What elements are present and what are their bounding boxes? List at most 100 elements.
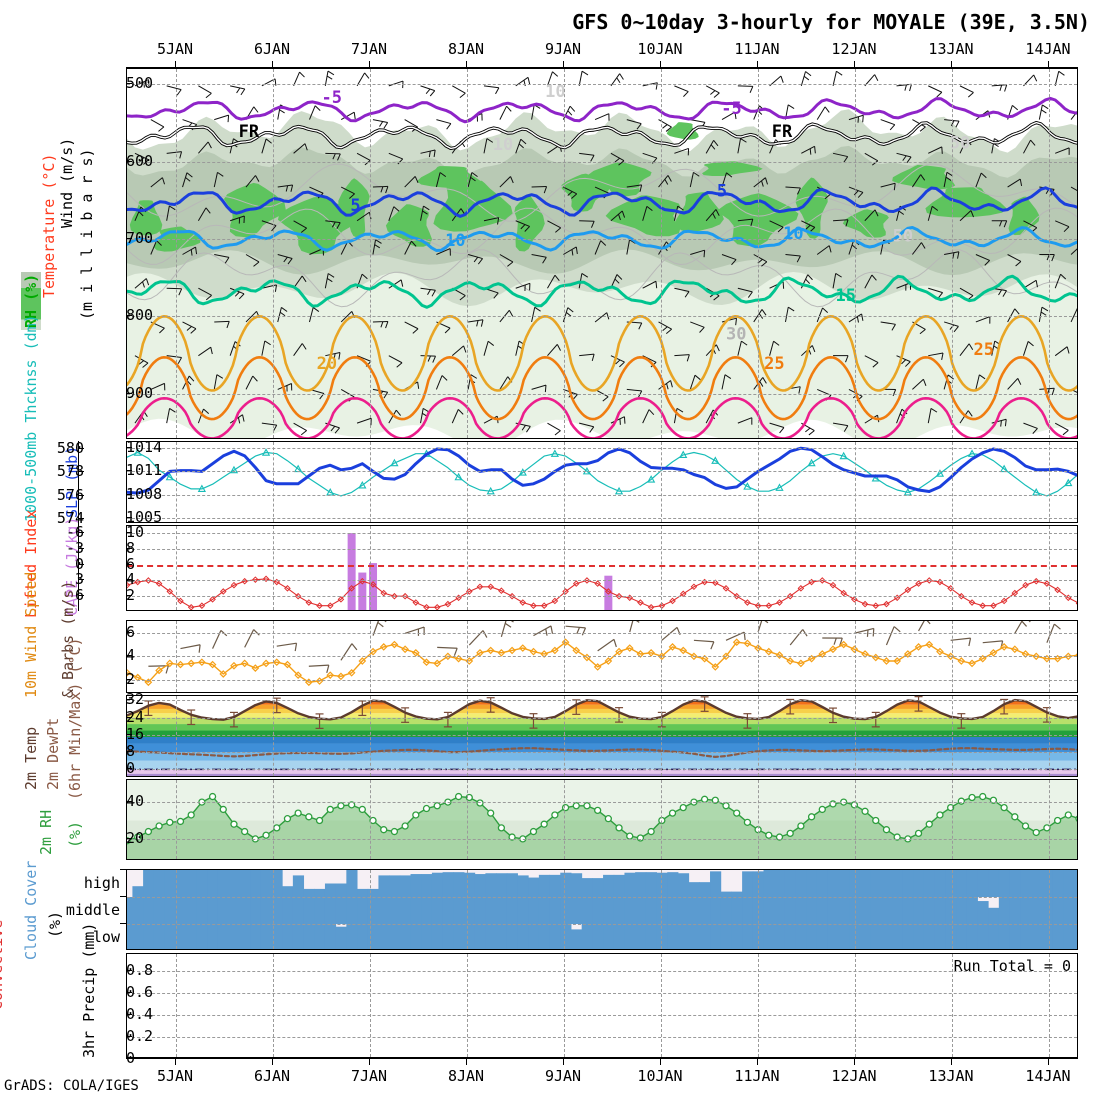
gridline-vertical — [370, 780, 371, 859]
axis-label-precip-convective: Convective — [0, 919, 6, 1010]
date-tick — [175, 61, 176, 68]
panel-2m-temp-dewpt[interactable] — [126, 695, 1078, 777]
axis-label-10m-wind: 10m Wind Speed — [22, 571, 40, 698]
axis-tick-label: 580 — [56, 439, 84, 458]
axis-tick — [126, 631, 132, 633]
gridline-horizontal — [127, 769, 1077, 771]
gridline-vertical — [758, 526, 759, 610]
svg-text:50: 50 — [950, 134, 970, 154]
date-tick — [660, 1058, 661, 1065]
gridline-horizontal — [127, 734, 1077, 736]
gridline-vertical — [370, 442, 371, 522]
axis-tick — [126, 801, 132, 803]
gridline-vertical — [952, 954, 953, 1057]
date-tick — [951, 61, 952, 68]
gridline-vertical — [758, 442, 759, 522]
axis-label-2m-rh-unit: (%) — [66, 820, 84, 848]
axis-tick — [126, 470, 132, 472]
grads-credit: GrADS: COLA/IGES — [4, 1078, 139, 1094]
axis-tick-label: 578 — [56, 462, 84, 481]
gridline-vertical — [952, 442, 953, 522]
gridline-vertical — [855, 954, 856, 1057]
gridline-horizontal — [127, 84, 1077, 86]
panel-10m-wind[interactable] — [126, 620, 1078, 693]
gridline-vertical — [952, 780, 953, 859]
panel-cape-lifted-index[interactable] — [126, 525, 1078, 611]
date-tick — [466, 1058, 467, 1065]
gridline-vertical — [661, 526, 662, 610]
gridline-horizontal — [127, 471, 1077, 473]
gridline-vertical — [467, 870, 468, 949]
svg-text:5: 5 — [350, 196, 360, 216]
gridline-vertical — [176, 696, 177, 776]
axis-tick — [120, 869, 126, 870]
gridline-vertical — [176, 954, 177, 1057]
gridline-horizontal — [127, 752, 1077, 754]
date-tick — [272, 61, 273, 68]
gridline-horizontal — [127, 517, 1077, 519]
panel-2m-rh[interactable] — [126, 779, 1078, 860]
gridline-horizontal — [127, 533, 1077, 535]
gridline-vertical — [370, 526, 371, 610]
axis-tick — [126, 699, 132, 701]
gridline-horizontal — [127, 717, 1077, 719]
axis-label-millibars: (m i l l i b a r s) — [78, 148, 96, 320]
axis-tick — [126, 447, 132, 449]
gridline-vertical — [952, 870, 953, 949]
gridline-vertical — [758, 780, 759, 859]
gridline-vertical — [467, 526, 468, 610]
panel-3hr-precip[interactable]: Run Total = 0 — [126, 953, 1078, 1058]
axis-label-minmax: (6hr Min/Max) (°C) — [66, 637, 84, 800]
panel-upper-air[interactable]: -5 -5 FR FR 5 5 10 10 15 20 25 25 30 50 50 10 10 — [126, 68, 1078, 439]
axis-tick — [126, 1058, 132, 1059]
axis-tick — [126, 678, 132, 680]
svg-text:15: 15 — [836, 286, 856, 306]
gridline-vertical — [855, 870, 856, 949]
axis-tick — [120, 923, 126, 924]
axis-tick — [78, 448, 84, 450]
panel-slp-thickness[interactable] — [126, 441, 1078, 523]
gridline-vertical — [1049, 526, 1050, 610]
date-label: 6JAN — [253, 1067, 291, 1085]
date-label: 13JAN — [928, 40, 974, 58]
date-label: 12JAN — [831, 1067, 877, 1085]
gridline-horizontal — [127, 656, 1077, 658]
axis-tick — [126, 493, 132, 495]
date-label: 10JAN — [637, 40, 683, 58]
date-label: 7JAN — [350, 40, 388, 58]
gridline-vertical — [1049, 780, 1050, 859]
gridline-vertical — [855, 696, 856, 776]
gridline-vertical — [1049, 954, 1050, 1057]
page-title: GFS 0~10day 3-hourly for MOYALE (39E, 3.… — [572, 10, 1090, 34]
axis-tick — [78, 563, 84, 565]
gridline-vertical — [564, 870, 565, 949]
date-label: 9JAN — [544, 40, 582, 58]
gridline-vertical — [176, 870, 177, 949]
date-label: 10JAN — [637, 1067, 683, 1085]
gridline-vertical — [273, 870, 274, 949]
gridline-vertical — [564, 696, 565, 776]
axis-tick-label: -6 — [65, 523, 84, 542]
date-label: 6JAN — [253, 40, 291, 58]
svg-text:30: 30 — [726, 325, 746, 345]
svg-text:10: 10 — [545, 82, 565, 102]
gridline-horizontal — [127, 632, 1077, 634]
gridline-vertical — [855, 526, 856, 610]
axis-tick — [126, 547, 132, 549]
date-label: 14JAN — [1025, 40, 1071, 58]
axis-tick — [126, 1013, 132, 1015]
gridline-vertical — [564, 954, 565, 1057]
date-tick — [466, 61, 467, 68]
axis-line — [126, 67, 1078, 68]
axis-tick — [78, 547, 84, 549]
gridline-vertical — [176, 526, 177, 610]
axis-tick — [78, 471, 84, 473]
axis-tick — [126, 516, 132, 518]
date-tick — [951, 1058, 952, 1065]
panel-cloud-cover[interactable] — [126, 869, 1078, 950]
gridline-horizontal — [127, 448, 1077, 450]
date-tick — [854, 61, 855, 68]
svg-text:10: 10 — [493, 135, 513, 155]
gridline-horizontal — [127, 161, 1077, 163]
gridline-vertical — [176, 780, 177, 859]
